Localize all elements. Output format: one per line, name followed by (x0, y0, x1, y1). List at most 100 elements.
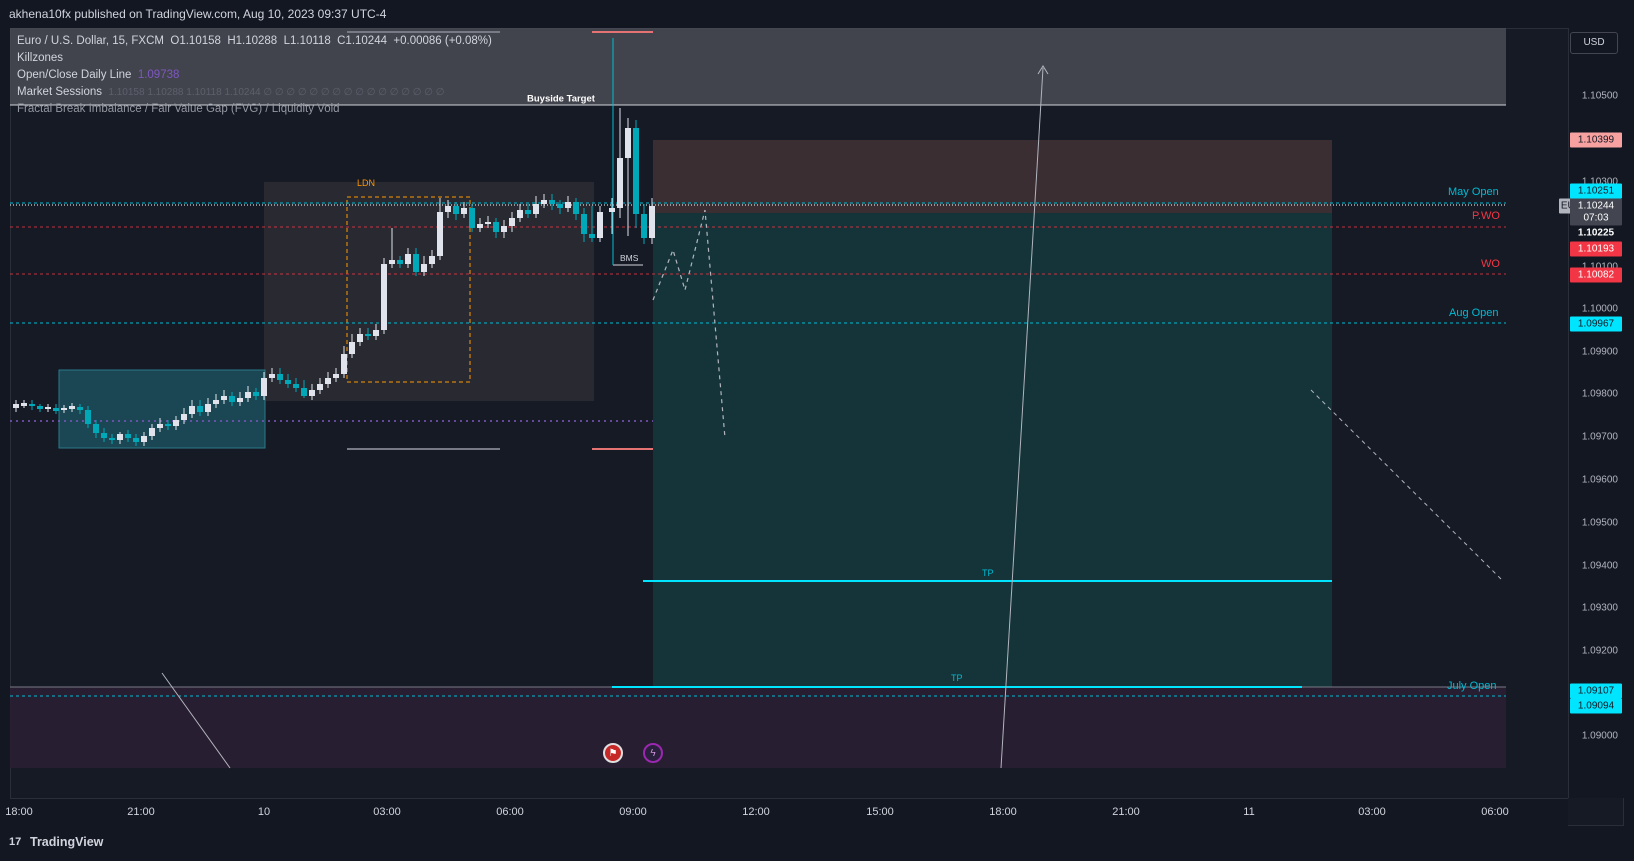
candle-body (61, 408, 67, 410)
price-axis[interactable]: 1.10500 1.10300 1.10100 1.10000 1.09900 … (1559, 28, 1624, 798)
price-tag-countdown: 07:03 (1570, 210, 1622, 226)
asia-session-box (58, 369, 266, 449)
candle-body (213, 400, 219, 404)
candle-body (245, 392, 251, 398)
candle-body (617, 158, 623, 208)
legend-open: 1.10158 (179, 35, 221, 47)
candle-body (549, 200, 555, 204)
price-tick: 1.09600 (1581, 474, 1618, 486)
candle-body (293, 384, 299, 388)
price-tag-wo: 1.10082 (1570, 267, 1622, 283)
price-tag-aug-open: 1.09967 (1570, 316, 1622, 332)
candle-body (597, 212, 603, 238)
legend-indicator-sessions[interactable]: Market Sessions 1.10158 1.10288 1.10118 … (17, 86, 445, 98)
pwo-label: P.WO (1472, 210, 1500, 222)
candle-body (181, 414, 187, 420)
candle-body (69, 406, 75, 409)
legend-indicator-daily-line[interactable]: Open/Close Daily Line 1.09738 (17, 69, 180, 81)
candle-body (77, 407, 83, 410)
time-tick: 03:00 (1358, 806, 1386, 818)
price-tag-may-open: 1.10251 (1570, 183, 1622, 199)
premium-zone (10, 28, 1506, 105)
price-tick: 1.09800 (1581, 388, 1618, 400)
candle-body (533, 204, 539, 214)
candle-body (93, 424, 99, 433)
price-tick: 1.09300 (1581, 602, 1618, 614)
price-tick: 1.09500 (1581, 517, 1618, 529)
legend-low: 1.10118 (290, 35, 331, 47)
wo-label: WO (1481, 258, 1500, 270)
price-tick: 1.09200 (1581, 645, 1618, 657)
publisher-text: akhena10fx published on TradingView.com,… (9, 7, 387, 21)
candle-body (301, 388, 307, 396)
candle-body (565, 202, 571, 208)
time-tick: 09:00 (619, 806, 647, 818)
stop-zone (653, 140, 1332, 213)
candle-body (221, 396, 227, 400)
time-tick: 15:00 (866, 806, 894, 818)
time-tick: 18:00 (989, 806, 1017, 818)
candle-body (357, 334, 363, 342)
candle-body (373, 330, 379, 336)
candle-body (557, 204, 563, 208)
july-open-label: July Open (1447, 680, 1497, 692)
candle-body (477, 224, 483, 228)
candle-body (609, 208, 615, 212)
candle-body (149, 428, 155, 436)
candle-body (277, 374, 283, 380)
candle-body (573, 202, 579, 214)
candle-body (173, 420, 179, 426)
candle-body (649, 206, 655, 238)
candle-body (485, 222, 491, 224)
legend-close: 1.10244 (345, 35, 387, 47)
time-tick: 03:00 (373, 806, 401, 818)
tradingview-logo-icon: 17 (9, 836, 22, 848)
price-tag-stop: 1.10399 (1570, 132, 1622, 148)
lightning-icon[interactable]: ϟ (643, 743, 663, 763)
legend-indicator-killzones[interactable]: Killzones (17, 52, 64, 64)
candle-body (205, 404, 211, 412)
candle-body (261, 378, 267, 396)
candle-body (429, 256, 435, 264)
trend-line-down (161, 672, 231, 769)
candle-body (453, 206, 459, 214)
candle-body (253, 392, 259, 396)
chart-canvas[interactable] (10, 28, 1568, 798)
candle-body (421, 264, 427, 272)
candle-body (397, 260, 403, 264)
footer: 17 TradingView (0, 826, 1634, 861)
us-flag-icon[interactable]: ⚑ (603, 743, 623, 763)
candle-body (37, 406, 43, 409)
candle-body (325, 378, 331, 384)
candle-body (625, 128, 631, 158)
candle-body (493, 222, 499, 232)
candle-body (117, 434, 123, 440)
candle-body (157, 424, 163, 428)
price-tick: 1.09700 (1581, 431, 1618, 443)
aug-open-label: Aug Open (1449, 307, 1499, 319)
price-tag-last: 1.10244 (1570, 198, 1622, 214)
time-axis[interactable]: 18:00 21:00 10 03:00 06:00 09:00 12:00 1… (5, 798, 1568, 826)
time-tick: 21:00 (127, 806, 155, 818)
candle-body (45, 407, 51, 409)
time-tick: 21:00 (1112, 806, 1140, 818)
candle-body (641, 214, 647, 238)
candle-body (101, 433, 107, 438)
projection-line-right (1310, 389, 1503, 581)
buyside-target-label: Buyside Target (527, 93, 595, 105)
tp-label-2: TP (951, 673, 963, 683)
candle-body (541, 200, 547, 204)
tradingview-brand[interactable]: TradingView (30, 835, 104, 849)
ldn-session-box (264, 182, 594, 401)
legend-indicator-fvg[interactable]: Fractal Break Imbalance / Fair Value Gap… (17, 103, 340, 115)
currency-button[interactable]: USD (1570, 32, 1618, 54)
legend-symbol[interactable]: Euro / U.S. Dollar, 15, FXCM (17, 35, 164, 47)
candle-body (633, 128, 639, 214)
price-tick: 1.10500 (1581, 90, 1618, 102)
candle-body (469, 208, 475, 228)
candle-body (509, 218, 515, 226)
candle-body (413, 254, 419, 272)
time-tick: 11 (1243, 806, 1255, 818)
time-tick: 10 (257, 806, 271, 818)
legend-change: +0.00086 (+0.08%) (393, 35, 492, 47)
